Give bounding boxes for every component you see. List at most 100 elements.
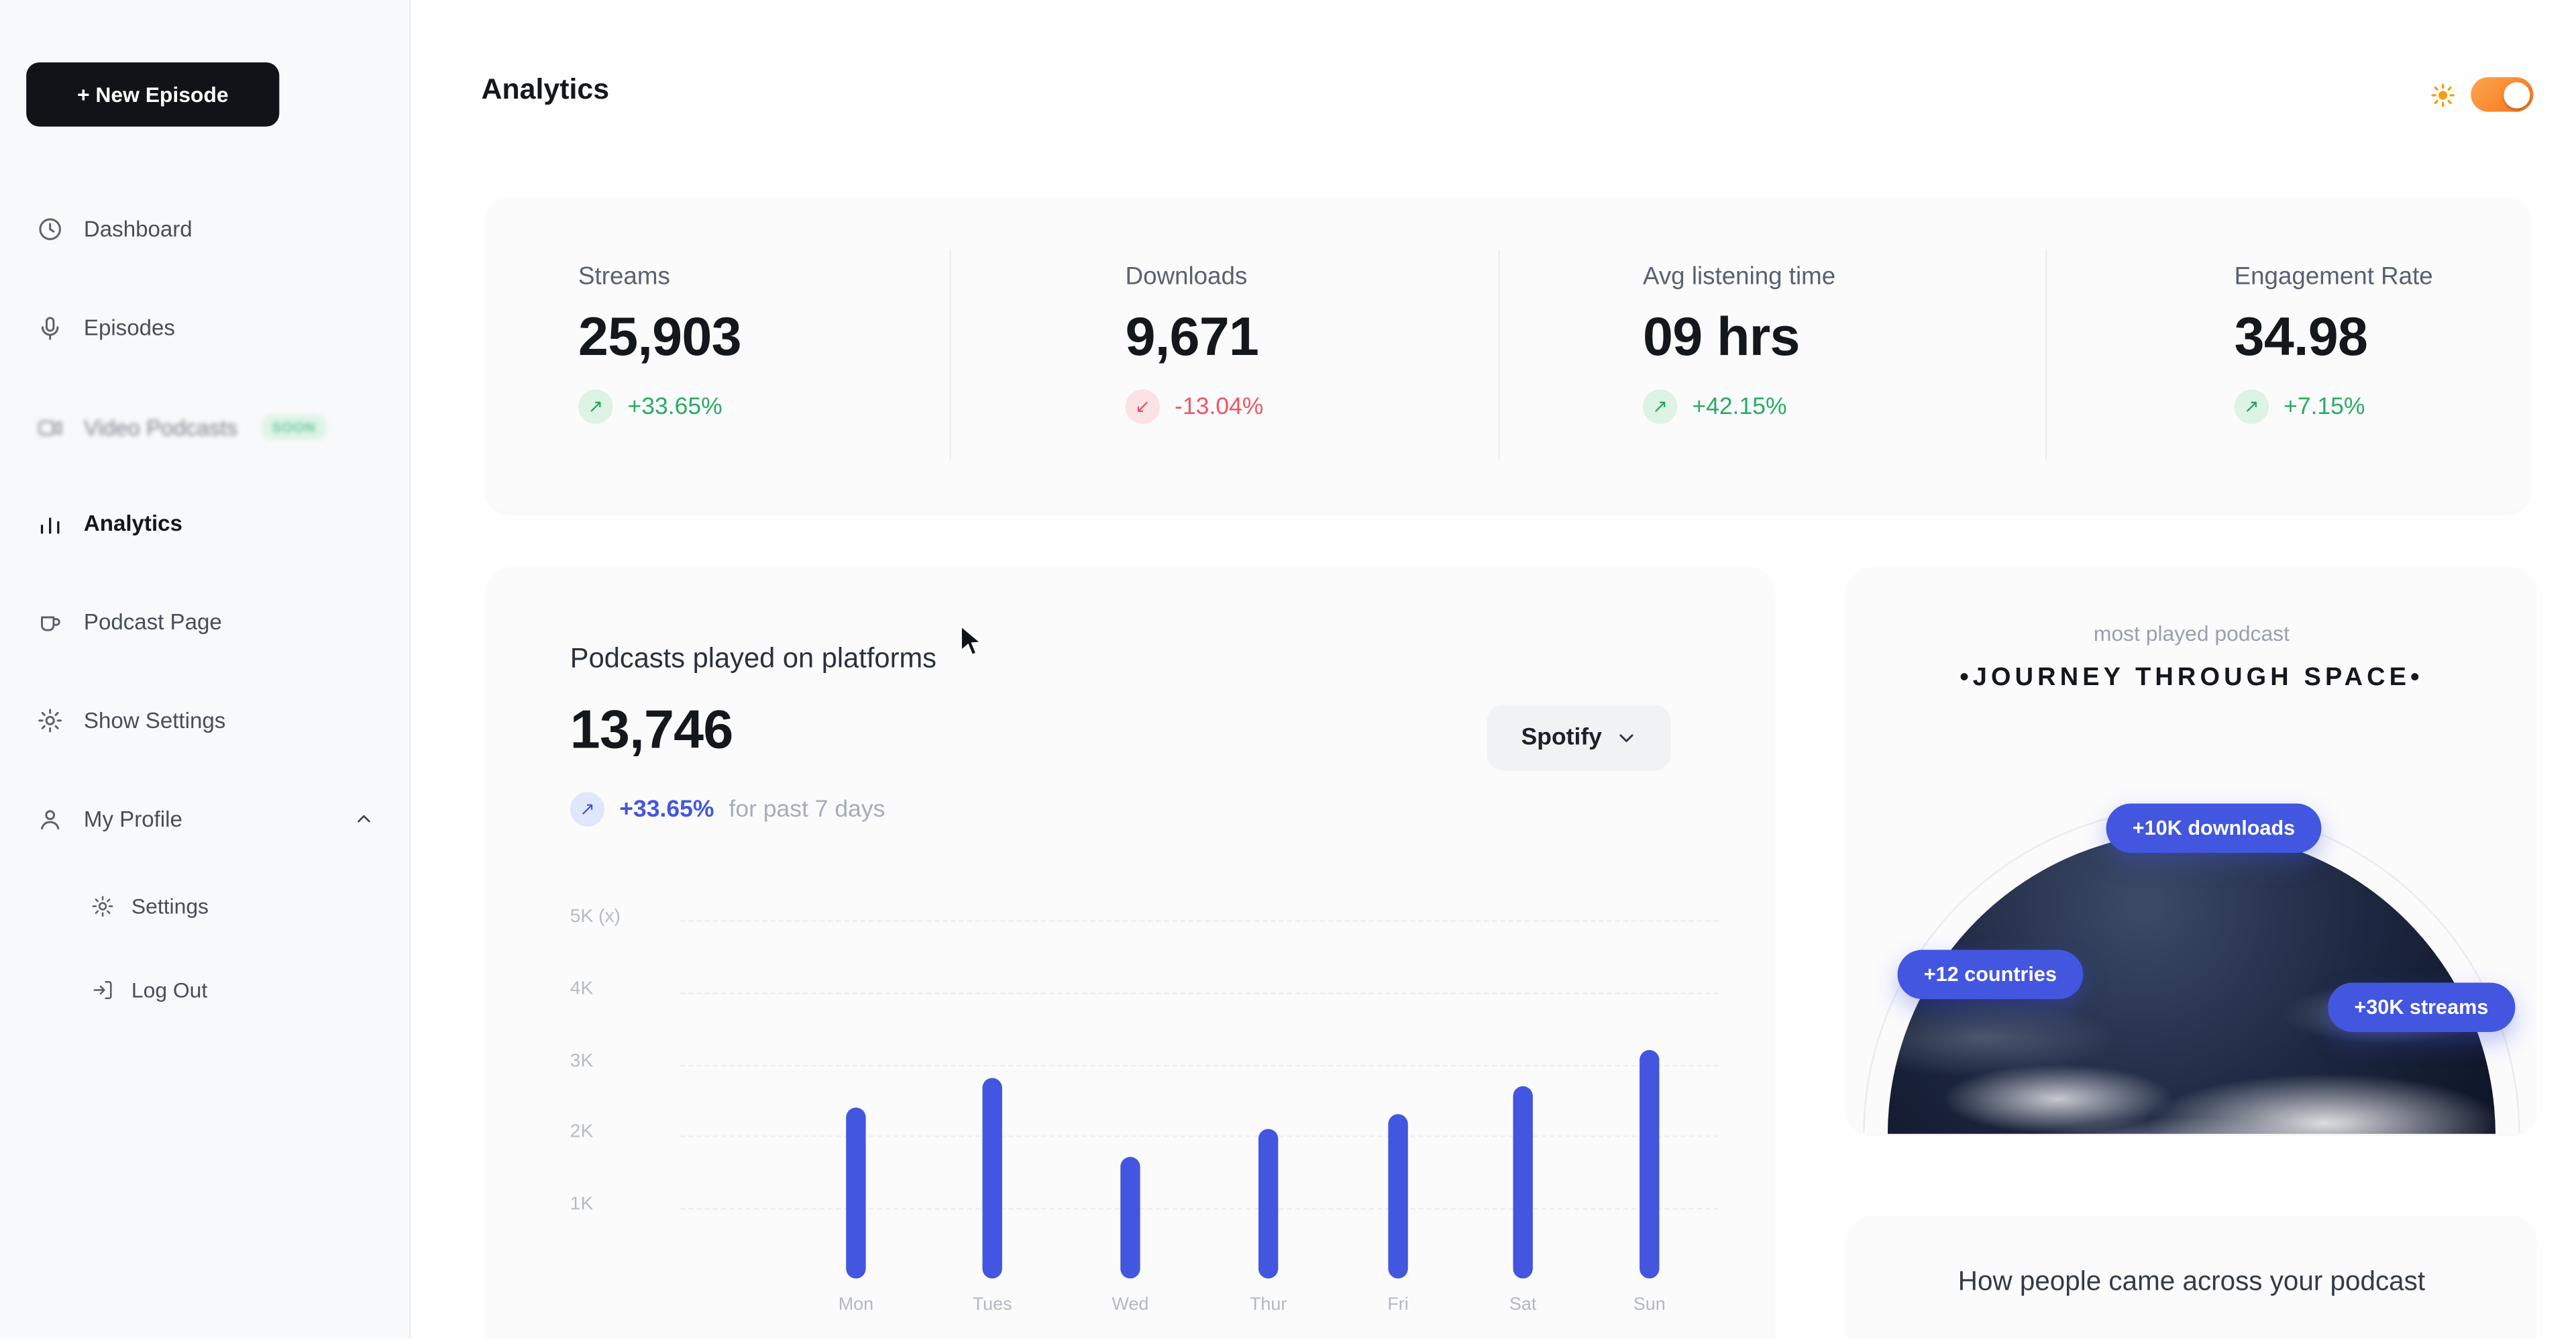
bar-wed (1120, 1157, 1140, 1279)
x-axis-label: Thur (1249, 1294, 1287, 1315)
discovery-card: How people came across your podcast (1846, 1216, 2537, 1339)
microphone-icon (36, 313, 64, 342)
gridline (680, 1208, 1719, 1210)
clock-icon (36, 215, 64, 243)
chart-total-value: 13,746 (570, 698, 734, 760)
trend-down-icon: ↙ (1125, 389, 1160, 424)
trend-up-icon: ↗ (2234, 389, 2269, 424)
stat-value: 25,903 (578, 305, 742, 367)
chevron-down-icon (1617, 728, 1636, 748)
stat-avg-listening-time: Avg listening time 09 hrs ↗ +42.15% (1642, 262, 1836, 424)
countries-pill: +12 countries (1897, 949, 2084, 999)
sidebar-item-episodes[interactable]: Episodes (36, 306, 374, 349)
soon-badge: SOON (260, 414, 327, 441)
chart-change: ↗ +33.65% for past 7 days (570, 792, 885, 827)
platform-select-dropdown[interactable]: Spotify (1487, 705, 1671, 771)
gridline (680, 920, 1719, 922)
sidebar-item-label: My Profile (83, 806, 182, 831)
divider (1498, 250, 1500, 460)
new-episode-button[interactable]: + New Episode (26, 62, 280, 127)
x-axis-label: Sat (1509, 1294, 1537, 1315)
bar-sat (1513, 1086, 1533, 1279)
y-axis-tick: 3K (570, 1051, 594, 1072)
gridline (680, 1135, 1719, 1137)
stat-label: Streams (578, 262, 670, 291)
x-axis-label: Sun (1633, 1294, 1666, 1315)
sidebar: + New Episode Dashboard Episodes Video P… (0, 0, 411, 1339)
stats-summary-card: Streams 25,903 ↗ +33.65% Downloads 9,671… (486, 197, 2530, 513)
bar-sun (1640, 1049, 1660, 1279)
x-axis-label: Tues (972, 1294, 1012, 1315)
streams-pill: +30K streams (2328, 982, 2515, 1032)
sidebar-item-my-profile[interactable]: My Profile (36, 797, 374, 840)
toggle-knob (2503, 81, 2530, 108)
stat-label: Avg listening time (1642, 262, 1836, 291)
sidebar-item-label: Dashboard (83, 216, 193, 241)
sidebar-item-analytics[interactable]: Analytics (36, 501, 374, 544)
sidebar-item-label: Episodes (83, 314, 175, 340)
sidebar-item-video-podcasts: Video Podcasts SOON (36, 406, 374, 449)
trend-up-icon: ↗ (1642, 389, 1678, 424)
sidebar-subitem-settings[interactable]: Settings (91, 884, 370, 927)
gear-icon (36, 706, 64, 734)
stat-engagement-rate: Engagement Rate 34.98 ↗ +7.15% (2234, 262, 2433, 424)
stat-change: ↗ +42.15% (1642, 389, 1835, 424)
bar-mon (846, 1107, 866, 1279)
gear-icon (91, 893, 115, 918)
bar-tues (982, 1078, 1002, 1279)
stat-label: Engagement Rate (2234, 262, 2433, 291)
y-axis-tick: 1K (570, 1194, 594, 1215)
discovery-title: How people came across your podcast (1957, 1267, 2426, 1297)
bar-chart-icon (36, 509, 64, 537)
most-played-label: most played podcast (2093, 621, 2290, 646)
y-axis-tick: 2K (570, 1122, 594, 1143)
stat-downloads: Downloads 9,671 ↙ -13.04% (1125, 262, 1263, 424)
sidebar-item-label: Podcast Page (83, 609, 222, 634)
x-axis-label: Mon (838, 1294, 874, 1315)
sidebar-item-label: Show Settings (83, 707, 226, 733)
sidebar-subitem-log-out[interactable]: Log Out (91, 968, 370, 1011)
trend-up-icon: ↗ (578, 389, 613, 424)
stat-label: Downloads (1125, 262, 1248, 291)
sidebar-item-label: Log Out (131, 976, 208, 1002)
stat-value: 09 hrs (1642, 305, 1800, 367)
stat-value: 34.98 (2234, 305, 2368, 367)
stat-change: ↙ -13.04% (1125, 389, 1263, 424)
mug-icon (36, 607, 64, 635)
page-title: Analytics (481, 72, 610, 105)
stat-change: ↗ +33.65% (578, 389, 741, 424)
sidebar-item-show-settings[interactable]: Show Settings (36, 699, 374, 741)
sidebar-item-label: Settings (131, 893, 209, 918)
chart-title: Podcasts played on platforms (570, 642, 936, 674)
divider (949, 250, 951, 460)
sidebar-item-podcast-page[interactable]: Podcast Page (36, 600, 374, 643)
stat-change: ↗ +7.15% (2234, 389, 2433, 424)
gridline (680, 992, 1719, 994)
trend-up-icon: ↗ (570, 792, 605, 827)
person-icon (36, 805, 64, 833)
sidebar-item-dashboard[interactable]: Dashboard (36, 207, 374, 250)
y-axis-tick: 4K (570, 979, 594, 999)
stat-value: 9,671 (1125, 305, 1259, 367)
dark-mode-toggle[interactable] (2471, 77, 2534, 112)
downloads-pill: +10K downloads (2106, 803, 2322, 854)
y-axis-tick: 5K (x) (570, 907, 621, 927)
theme-controls (2430, 77, 2534, 112)
gridline (680, 1064, 1719, 1067)
sidebar-item-label: Video Podcasts (83, 415, 238, 440)
logout-icon (91, 977, 115, 1002)
mouse-cursor (959, 624, 984, 659)
chevron-up-icon (354, 808, 375, 829)
platforms-chart-card: Podcasts played on platforms 13,746 ↗ +3… (486, 566, 1774, 1339)
video-camera-icon (36, 413, 64, 442)
divider (2045, 250, 2047, 460)
bar-thur (1258, 1129, 1279, 1279)
x-axis-label: Wed (1112, 1294, 1149, 1315)
sidebar-item-label: Analytics (83, 510, 182, 535)
x-axis-label: Fri (1387, 1294, 1409, 1315)
most-played-podcast-card: most played podcast •JOURNEY THROUGH SPA… (1846, 566, 2537, 1134)
stat-streams: Streams 25,903 ↗ +33.65% (578, 262, 742, 424)
sun-icon (2430, 81, 2456, 107)
bar-fri (1388, 1114, 1408, 1279)
